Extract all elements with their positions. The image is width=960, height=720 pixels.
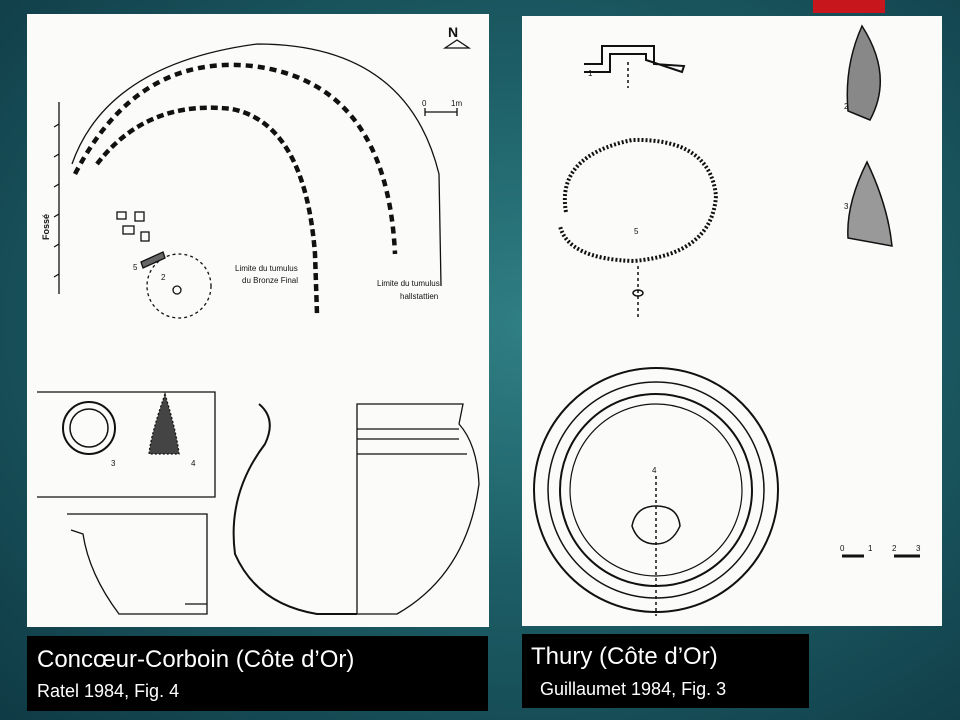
find-number-3: 3	[111, 459, 116, 468]
hallstatt-limit-label-1: Limite du tumulus	[377, 279, 440, 288]
ditch-label: Fossé	[41, 214, 51, 240]
scale-label-0: 0	[422, 99, 427, 108]
accent-bar	[813, 0, 885, 13]
left-caption: Concœur-Corboin (Côte d’Or) Ratel 1984, …	[27, 636, 488, 711]
right-find-number-1: 1	[588, 69, 593, 78]
right-find-number-3: 3	[844, 202, 849, 211]
find-number-2: 2	[161, 273, 166, 282]
right-figure-plate: 1 2 3 5 4 0 1 2 3	[522, 16, 942, 626]
left-caption-title: Concœur-Corboin (Côte d’Or)	[37, 646, 355, 673]
left-figure-drawing: N 0 1m Fossé Limite du tumulus du Bronze…	[37, 24, 480, 615]
left-figure-plate: N 0 1m Fossé Limite du tumulus du Bronze…	[27, 14, 489, 627]
right-caption-reference: Guillaumet 1984, Fig. 3	[540, 679, 727, 699]
right-figure-drawing: 1 2 3 5 4 0 1 2 3	[533, 24, 921, 616]
grave-circle	[146, 253, 212, 319]
north-label: N	[448, 24, 458, 40]
find-3-drawing	[847, 160, 893, 247]
find-number-4: 4	[191, 459, 196, 468]
right-caption-title: Thury (Côte d’Or)	[531, 643, 718, 670]
right-scale-label-2: 2	[892, 544, 897, 553]
bronze-limit-label-1: Limite du tumulus	[235, 264, 298, 273]
tumulus-outline	[71, 43, 442, 287]
right-scale-label-1: 1	[868, 544, 873, 553]
scale-label-1m: 1m	[451, 99, 462, 108]
find-5-drawing	[558, 137, 719, 264]
inner-stone-ring	[95, 105, 320, 315]
find-2-drawing	[846, 24, 881, 121]
left-caption-reference: Ratel 1984, Fig. 4	[37, 681, 180, 701]
right-scale-label-3: 3	[916, 544, 921, 553]
bronze-limit-label-2: du Bronze Final	[242, 276, 298, 285]
right-find-number-2: 2	[844, 102, 849, 111]
find-number-5: 5	[133, 263, 138, 272]
find-1-drawing	[584, 45, 686, 74]
find-4-outer-ring	[533, 367, 779, 613]
hallstatt-limit-label-2: hallstattien	[400, 292, 438, 301]
right-caption: Thury (Côte d’Or) Guillaumet 1984, Fig. …	[522, 634, 809, 708]
right-scale-label-0: 0	[840, 544, 845, 553]
large-pot-profile	[232, 403, 357, 615]
right-find-number-5: 5	[634, 227, 639, 236]
right-find-number-4: 4	[652, 466, 657, 475]
outer-stone-ring	[73, 62, 398, 255]
